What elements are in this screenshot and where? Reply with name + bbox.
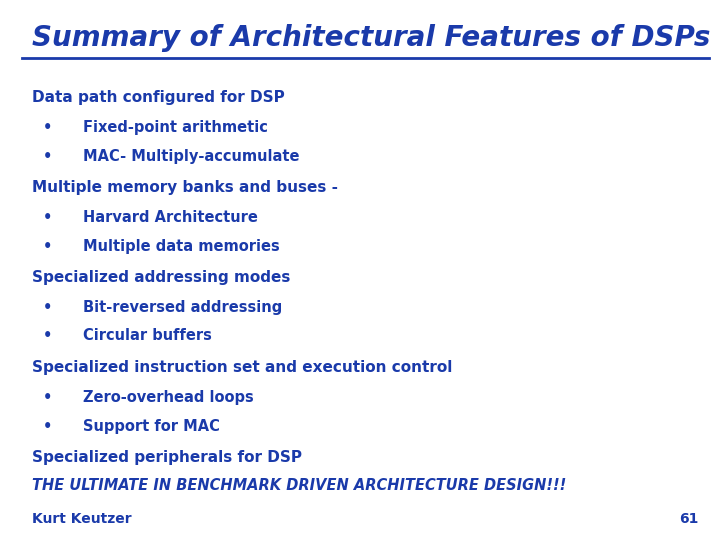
Text: 61: 61	[679, 512, 698, 526]
Text: •: •	[43, 418, 53, 434]
Text: Data path configured for DSP: Data path configured for DSP	[32, 90, 285, 105]
Text: Fixed-point arithmetic: Fixed-point arithmetic	[83, 120, 268, 136]
Text: Specialized instruction set and execution control: Specialized instruction set and executio…	[32, 360, 453, 375]
Text: Summary of Architectural Features of DSPs: Summary of Architectural Features of DSP…	[32, 24, 711, 52]
Text: •: •	[43, 210, 53, 225]
Text: Kurt Keutzer: Kurt Keutzer	[32, 512, 132, 526]
Text: Zero-overhead loops: Zero-overhead loops	[83, 390, 253, 405]
Text: •: •	[43, 300, 53, 315]
Text: Specialized addressing modes: Specialized addressing modes	[32, 269, 291, 285]
Text: Multiple memory banks and buses -: Multiple memory banks and buses -	[32, 180, 338, 195]
Text: Multiple data memories: Multiple data memories	[83, 239, 279, 254]
Text: Circular buffers: Circular buffers	[83, 328, 212, 343]
Text: •: •	[43, 390, 53, 405]
Text: •: •	[43, 120, 53, 136]
Text: Specialized peripherals for DSP: Specialized peripherals for DSP	[32, 450, 302, 465]
Text: •: •	[43, 328, 53, 343]
Text: •: •	[43, 149, 53, 164]
Text: •: •	[43, 239, 53, 254]
Text: Bit-reversed addressing: Bit-reversed addressing	[83, 300, 282, 315]
Text: THE ULTIMATE IN BENCHMARK DRIVEN ARCHITECTURE DESIGN!!!: THE ULTIMATE IN BENCHMARK DRIVEN ARCHITE…	[32, 478, 567, 494]
Text: Harvard Architecture: Harvard Architecture	[83, 210, 258, 225]
Text: Support for MAC: Support for MAC	[83, 418, 220, 434]
Text: MAC- Multiply-accumulate: MAC- Multiply-accumulate	[83, 149, 300, 164]
